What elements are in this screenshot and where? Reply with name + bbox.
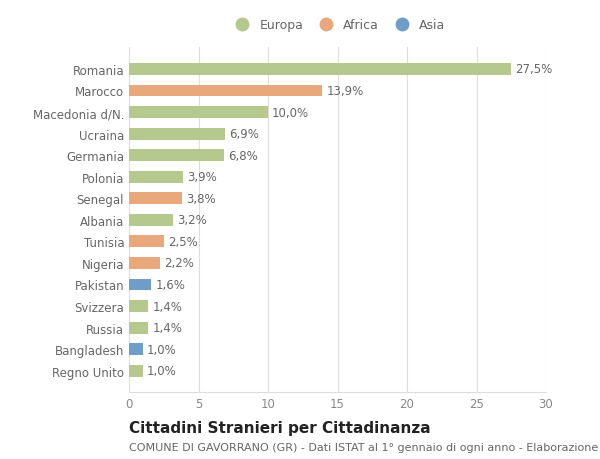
Bar: [129, 365, 143, 377]
Legend: Europa, Africa, Asia: Europa, Africa, Asia: [227, 17, 448, 34]
Bar: [129, 193, 182, 205]
Text: 3,8%: 3,8%: [186, 192, 215, 205]
Text: 6,9%: 6,9%: [229, 128, 259, 141]
Text: 1,0%: 1,0%: [147, 343, 177, 356]
Bar: [129, 257, 160, 269]
Text: 13,9%: 13,9%: [326, 85, 364, 98]
Text: 1,4%: 1,4%: [152, 321, 182, 334]
Text: 1,6%: 1,6%: [155, 278, 185, 291]
Bar: [129, 85, 322, 97]
Text: 6,8%: 6,8%: [227, 149, 257, 162]
Bar: [129, 214, 173, 226]
Text: 10,0%: 10,0%: [272, 106, 309, 119]
Text: 2,2%: 2,2%: [164, 257, 194, 270]
Bar: [129, 129, 225, 140]
Text: 1,4%: 1,4%: [152, 300, 182, 313]
Bar: [129, 301, 148, 312]
Bar: [129, 107, 268, 119]
Bar: [129, 343, 143, 355]
Bar: [129, 279, 151, 291]
Text: 3,2%: 3,2%: [178, 214, 208, 227]
Text: 27,5%: 27,5%: [515, 63, 553, 76]
Text: 3,9%: 3,9%: [187, 171, 217, 184]
Bar: [129, 150, 224, 162]
Text: 1,0%: 1,0%: [147, 364, 177, 377]
Text: COMUNE DI GAVORRANO (GR) - Dati ISTAT al 1° gennaio di ogni anno - Elaborazione : COMUNE DI GAVORRANO (GR) - Dati ISTAT al…: [129, 442, 600, 452]
Bar: [129, 322, 148, 334]
Text: 2,5%: 2,5%: [168, 235, 197, 248]
Bar: [129, 236, 164, 248]
Text: Cittadini Stranieri per Cittadinanza: Cittadini Stranieri per Cittadinanza: [129, 420, 431, 435]
Bar: [129, 171, 183, 183]
Bar: [129, 64, 511, 76]
